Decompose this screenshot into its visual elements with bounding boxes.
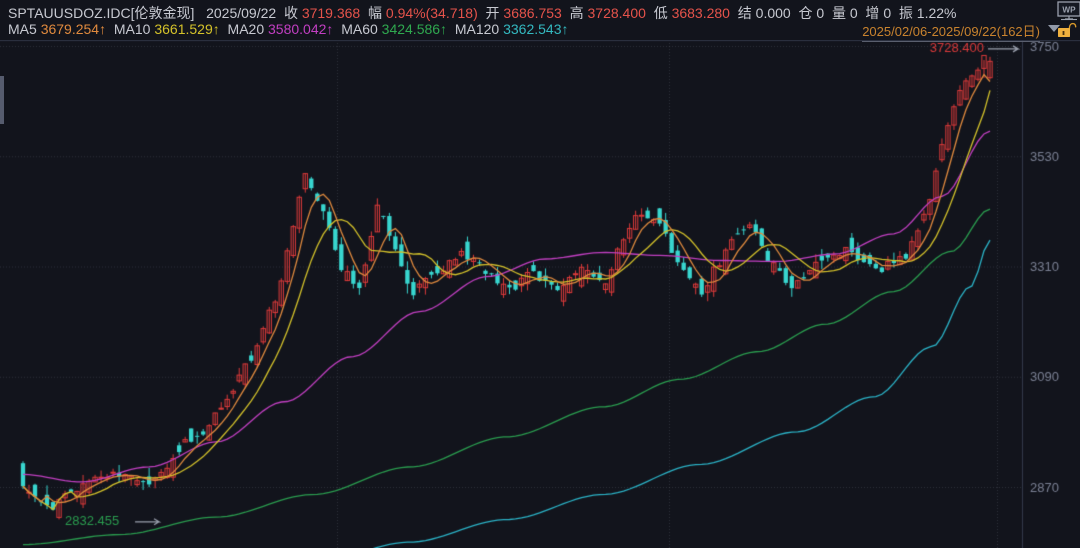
svg-text:WP: WP — [1062, 6, 1076, 15]
